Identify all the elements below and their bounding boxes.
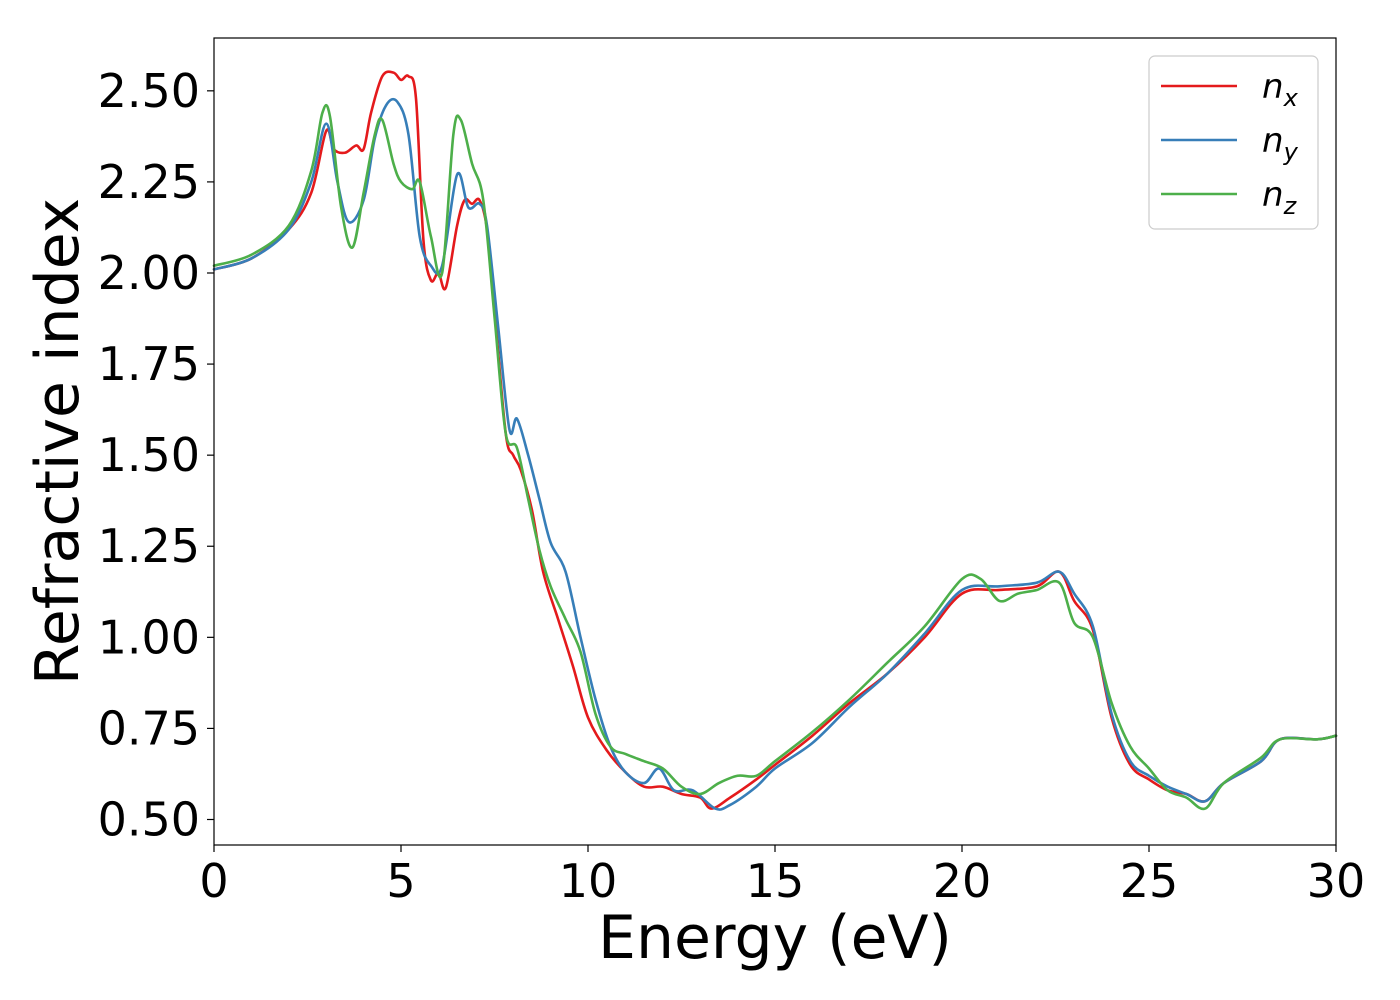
y-tick-label: 2.25	[98, 155, 200, 209]
legend-label-subscript: z	[1283, 192, 1298, 220]
y-tick-label: 2.00	[98, 246, 200, 300]
x-tick-label: 10	[559, 854, 618, 908]
x-tick-label: 20	[933, 854, 992, 908]
legend-label-subscript: x	[1283, 84, 1299, 112]
y-tick-label: 1.50	[98, 428, 200, 482]
legend-label-base: n	[1262, 121, 1284, 161]
x-tick-label: 0	[199, 854, 228, 908]
y-tick-label: 0.50	[98, 792, 200, 846]
y-tick-label: 0.75	[98, 701, 200, 755]
legend-label-base: n	[1262, 67, 1284, 107]
x-tick-label: 30	[1307, 854, 1366, 908]
legend-label-base: n	[1262, 175, 1284, 215]
y-axis-title: Refractive index	[23, 198, 93, 685]
x-tick-label: 25	[1120, 854, 1179, 908]
x-tick-label: 5	[386, 854, 415, 908]
y-tick-label: 1.25	[98, 519, 200, 573]
x-axis-title: Energy (eV)	[598, 903, 952, 973]
legend-label-subscript: y	[1283, 138, 1299, 166]
y-axis: 0.50 0.75 1.00 1.25 1.50 1.75 2.00 2.25 2.50	[98, 64, 214, 847]
x-tick-label: 15	[746, 854, 805, 908]
y-tick-label: 1.00	[98, 610, 200, 664]
y-tick-label: 1.75	[98, 337, 200, 391]
x-axis: 0 5 10 15 20 25 30	[199, 845, 1365, 908]
y-tick-label: 2.50	[98, 64, 200, 118]
